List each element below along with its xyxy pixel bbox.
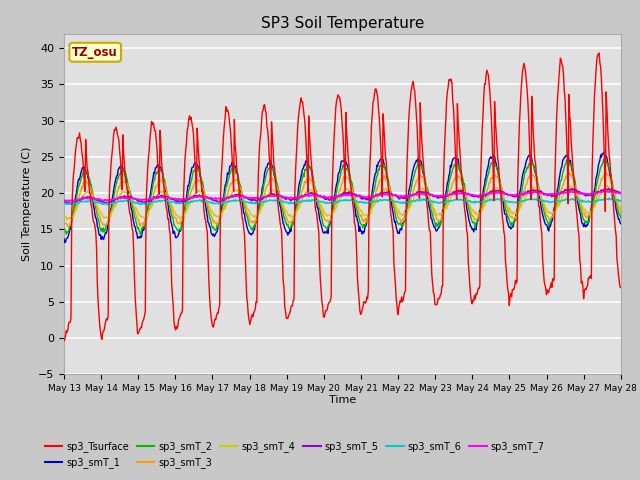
Y-axis label: Soil Temperature (C): Soil Temperature (C): [22, 147, 33, 261]
Text: TZ_osu: TZ_osu: [72, 46, 118, 59]
Title: SP3 Soil Temperature: SP3 Soil Temperature: [260, 16, 424, 31]
Legend: sp3_Tsurface, sp3_smT_1, sp3_smT_2, sp3_smT_3, sp3_smT_4, sp3_smT_5, sp3_smT_6, : sp3_Tsurface, sp3_smT_1, sp3_smT_2, sp3_…: [41, 437, 548, 472]
X-axis label: Time: Time: [329, 395, 356, 405]
